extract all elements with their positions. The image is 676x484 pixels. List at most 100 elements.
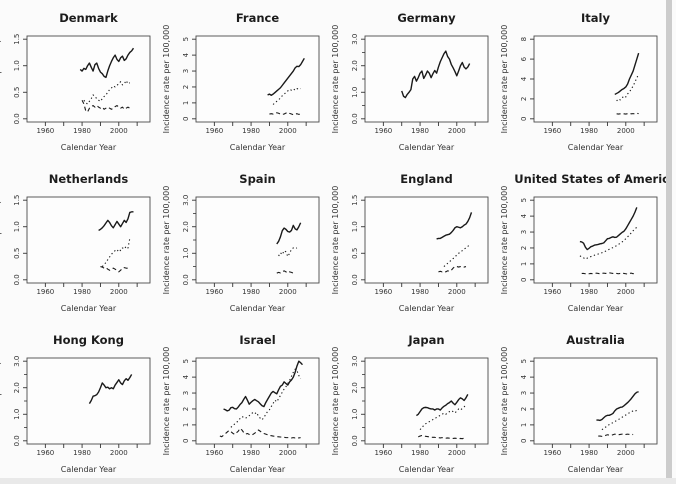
series-dotted-line [443,244,471,267]
chart-panel-australia: Australia 1960 1980 2000 0 1 2 3 4 5 Calendar Year… [497,322,666,483]
y-tick-label: 0.5 [13,87,21,98]
chart-svg: France 1960 1980 2000 0 1 2 3 4 5 Calendar Year Inc… [162,11,320,152]
x-tick-label: 2000 [110,127,128,135]
x-tick-label: 1980 [242,288,260,296]
x-axis-label: Calendar Year [399,304,455,313]
bottom-scrollbar[interactable] [0,478,676,484]
y-tick-label: 5 [182,37,190,41]
y-tick-label: 5 [520,359,528,363]
right-scrollbar[interactable] [666,0,672,484]
chart-svg: Denmark 1960 1980 2000 0.0 0.5 1.0 1.5 Calendar … [0,11,151,152]
y-tick-label: 4 [520,76,528,81]
x-tick-label: 1960 [36,127,54,135]
y-axis-label: Incidence rate per 100,000 [0,186,2,295]
series-dotted-line [101,238,131,267]
x-tick-label: 1980 [242,127,260,135]
y-axis-label: Incidence rate per 100,000 [331,25,340,134]
y-tick-label: 0.5 [13,248,21,259]
panel-title: Netherlands [49,172,129,186]
y-tick-label: 0.0 [13,113,21,124]
series-dashed-line [581,272,636,275]
y-tick-label: 3 [182,391,190,395]
y-tick-label: 1 [520,262,528,266]
x-tick-label: 1980 [411,127,429,135]
y-tick-label: 0.5 [351,248,359,259]
y-axis-label: Incidence rate per 100,000 [500,186,509,295]
series-dashed-line [219,427,301,439]
y-tick-label: 1 [182,423,190,427]
series-dotted-line [230,368,302,428]
panel-title: Australia [566,333,625,347]
y-tick-label: 1.5 [13,195,21,206]
x-tick-label: 1980 [580,127,598,135]
y-tick-label: 0 [520,278,528,282]
x-tick-label: 1960 [205,288,223,296]
chart-panel-germany: Germany 1960 1980 2000 0.0 1.0 2.0 3.0 Calendar … [328,0,497,161]
series-solid-line [579,207,638,251]
series-dashed-line [438,265,467,273]
x-axis-label: Calendar Year [230,143,286,152]
x-tick-label: 1980 [411,288,429,296]
panel-title: Denmark [59,11,118,25]
y-tick-label: 2.0 [351,382,359,393]
x-axis-label: Calendar Year [568,465,624,474]
x-tick-label: 1980 [580,449,598,457]
series-dashed-line [598,433,634,437]
x-tick-label: 2000 [110,288,128,296]
series-dashed-line [269,111,301,116]
x-tick-label: 1980 [580,288,598,296]
x-axis-label: Calendar Year [230,465,286,474]
series-dotted-line [616,73,640,102]
plot-box [26,357,151,445]
series-solid-line [98,211,134,232]
x-tick-label: 1960 [205,449,223,457]
panel-title: Spain [239,172,275,186]
y-axis-label: Incidence rate per 100,000 [500,347,509,456]
y-tick-label: 1 [182,101,190,105]
x-axis-label: Calendar Year [568,143,624,152]
chart-svg: Italy 1960 1980 2000 0 2 4 6 8 Calendar Year Incid… [500,11,658,152]
y-tick-label: 3.0 [13,356,21,367]
chart-svg: United States of America 1960 1980 2000 0 1 2 3… [500,172,676,313]
y-tick-label: 2 [520,97,528,101]
chart-panel-france: France 1960 1980 2000 0 1 2 3 4 5 Calendar Year Inc… [159,0,328,161]
chart-panel-netherlands: Netherlands 1960 1980 2000 0.0 0.5 1.0 1.5 Calen… [0,161,159,322]
y-tick-label: 3 [520,391,528,395]
series-solid-line [79,47,135,79]
chart-panel-israel: Israel 1960 1980 2000 0 1 2 3 4 5 Calendar Year Inc… [159,322,328,483]
y-tick-label: 0.0 [351,435,359,446]
chart-panel-spain: Spain 1960 1980 2000 0.0 1.0 2.0 3.0 Calendar Ye… [159,161,328,322]
x-tick-label: 1980 [411,449,429,457]
x-axis-label: Calendar Year [230,304,286,313]
y-axis-label: Incidence rate per 100,000 [0,347,2,456]
x-tick-label: 2000 [448,288,466,296]
y-tick-label: 1.0 [351,409,359,420]
y-tick-label: 1.5 [13,34,21,45]
series-solid-line [267,57,305,96]
y-tick-label: 1.0 [13,60,21,71]
y-tick-label: 3.0 [182,195,190,206]
x-tick-label: 1960 [374,449,392,457]
y-tick-label: 0 [182,117,190,121]
x-tick-label: 1980 [242,449,260,457]
y-tick-label: 6 [520,56,528,61]
y-tick-label: 8 [520,37,528,41]
y-tick-label: 3.0 [351,34,359,45]
plot-box [364,35,489,123]
panel-title: France [236,11,280,25]
x-tick-label: 1960 [543,288,561,296]
chart-panel-denmark: Denmark 1960 1980 2000 0.0 0.5 1.0 1.5 Calendar … [0,0,159,161]
x-tick-label: 1960 [36,288,54,296]
series-dashed-line [100,266,128,273]
series-dashed-line [616,112,639,115]
x-axis-label: Calendar Year [61,304,117,313]
y-tick-label: 0.0 [182,274,190,285]
y-tick-label: 3 [520,230,528,234]
y-tick-label: 3.0 [351,356,359,367]
series-dotted-line [579,226,638,260]
series-dotted-line [83,80,131,105]
chart-svg: Israel 1960 1980 2000 0 1 2 3 4 5 Calendar Year Inc… [162,333,320,474]
series-solid-line [223,360,303,412]
y-tick-label: 1.5 [351,195,359,206]
